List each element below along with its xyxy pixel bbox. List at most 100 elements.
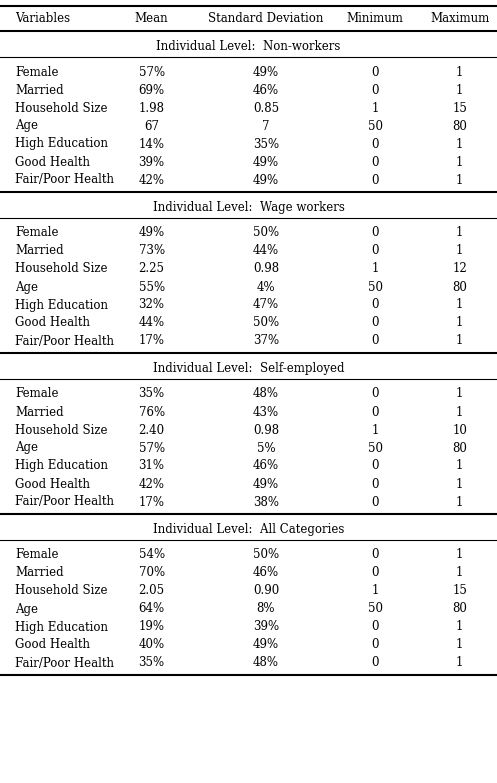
Text: 49%: 49% xyxy=(253,638,279,651)
Text: Standard Deviation: Standard Deviation xyxy=(208,13,324,26)
Text: 1: 1 xyxy=(456,84,463,96)
Text: 0: 0 xyxy=(371,66,379,78)
Text: Mean: Mean xyxy=(135,13,168,26)
Text: 0.90: 0.90 xyxy=(253,584,279,597)
Text: 14%: 14% xyxy=(139,138,165,150)
Text: High Education: High Education xyxy=(15,138,108,150)
Text: 15: 15 xyxy=(452,584,467,597)
Text: 0: 0 xyxy=(371,406,379,418)
Text: 0.85: 0.85 xyxy=(253,102,279,114)
Text: 46%: 46% xyxy=(253,460,279,472)
Text: Age: Age xyxy=(15,602,38,615)
Text: 80: 80 xyxy=(452,442,467,454)
Text: Married: Married xyxy=(15,566,64,579)
Text: Maximum: Maximum xyxy=(430,13,490,26)
Text: Individual Level:  Self-employed: Individual Level: Self-employed xyxy=(153,362,344,374)
Text: 48%: 48% xyxy=(253,388,279,400)
Text: 1: 1 xyxy=(456,138,463,150)
Text: 0: 0 xyxy=(371,478,379,490)
Text: 43%: 43% xyxy=(253,406,279,418)
Text: 0: 0 xyxy=(371,549,379,561)
Text: 0: 0 xyxy=(371,138,379,150)
Text: 1: 1 xyxy=(456,496,463,508)
Text: 50: 50 xyxy=(368,280,383,294)
Text: 31%: 31% xyxy=(139,460,165,472)
Text: High Education: High Education xyxy=(15,460,108,472)
Text: 17%: 17% xyxy=(139,496,165,508)
Text: 1: 1 xyxy=(456,388,463,400)
Text: Married: Married xyxy=(15,244,64,258)
Text: Household Size: Household Size xyxy=(15,102,107,114)
Text: Fair/Poor Health: Fair/Poor Health xyxy=(15,496,114,508)
Text: 50%: 50% xyxy=(253,316,279,330)
Text: 1: 1 xyxy=(456,334,463,348)
Text: 57%: 57% xyxy=(139,66,165,78)
Text: 44%: 44% xyxy=(253,244,279,258)
Text: 1: 1 xyxy=(456,620,463,633)
Text: 40%: 40% xyxy=(139,638,165,651)
Text: 0: 0 xyxy=(371,244,379,258)
Text: Individual Level:  Non-workers: Individual Level: Non-workers xyxy=(157,39,340,52)
Text: Household Size: Household Size xyxy=(15,424,107,436)
Text: Good Health: Good Health xyxy=(15,478,90,490)
Text: 1: 1 xyxy=(456,638,463,651)
Text: Good Health: Good Health xyxy=(15,638,90,651)
Text: 50: 50 xyxy=(368,602,383,615)
Text: Age: Age xyxy=(15,442,38,454)
Text: 80: 80 xyxy=(452,602,467,615)
Text: Fair/Poor Health: Fair/Poor Health xyxy=(15,334,114,348)
Text: 0: 0 xyxy=(371,334,379,348)
Text: 50%: 50% xyxy=(253,226,279,240)
Text: Fair/Poor Health: Fair/Poor Health xyxy=(15,174,114,186)
Text: 49%: 49% xyxy=(253,174,279,186)
Text: 67: 67 xyxy=(144,120,159,132)
Text: Household Size: Household Size xyxy=(15,584,107,597)
Text: 1: 1 xyxy=(456,316,463,330)
Text: 1: 1 xyxy=(456,226,463,240)
Text: 0: 0 xyxy=(371,566,379,579)
Text: 35%: 35% xyxy=(139,388,165,400)
Text: 1: 1 xyxy=(456,656,463,669)
Text: Minimum: Minimum xyxy=(347,13,404,26)
Text: 69%: 69% xyxy=(139,84,165,96)
Text: Age: Age xyxy=(15,120,38,132)
Text: High Education: High Education xyxy=(15,298,108,312)
Text: 0: 0 xyxy=(371,316,379,330)
Text: 38%: 38% xyxy=(253,496,279,508)
Text: 0: 0 xyxy=(371,638,379,651)
Text: 49%: 49% xyxy=(253,156,279,168)
Text: 1: 1 xyxy=(372,262,379,276)
Text: 0: 0 xyxy=(371,656,379,669)
Text: Female: Female xyxy=(15,388,59,400)
Text: Female: Female xyxy=(15,226,59,240)
Text: 1: 1 xyxy=(456,156,463,168)
Text: 39%: 39% xyxy=(253,620,279,633)
Text: 64%: 64% xyxy=(139,602,165,615)
Text: 0: 0 xyxy=(371,156,379,168)
Text: 1: 1 xyxy=(456,298,463,312)
Text: 0: 0 xyxy=(371,226,379,240)
Text: 76%: 76% xyxy=(139,406,165,418)
Text: 54%: 54% xyxy=(139,549,165,561)
Text: 0.98: 0.98 xyxy=(253,424,279,436)
Text: 1: 1 xyxy=(456,244,463,258)
Text: 1: 1 xyxy=(456,174,463,186)
Text: Married: Married xyxy=(15,406,64,418)
Text: High Education: High Education xyxy=(15,620,108,633)
Text: 0.98: 0.98 xyxy=(253,262,279,276)
Text: 15: 15 xyxy=(452,102,467,114)
Text: 2.25: 2.25 xyxy=(139,262,165,276)
Text: 50%: 50% xyxy=(253,549,279,561)
Text: 39%: 39% xyxy=(139,156,165,168)
Text: Good Health: Good Health xyxy=(15,316,90,330)
Text: 5%: 5% xyxy=(256,442,275,454)
Text: 0: 0 xyxy=(371,388,379,400)
Text: 1.98: 1.98 xyxy=(139,102,165,114)
Text: 35%: 35% xyxy=(253,138,279,150)
Text: 1: 1 xyxy=(456,478,463,490)
Text: 1: 1 xyxy=(456,566,463,579)
Text: 55%: 55% xyxy=(139,280,165,294)
Text: 49%: 49% xyxy=(139,226,165,240)
Text: Household Size: Household Size xyxy=(15,262,107,276)
Text: Variables: Variables xyxy=(15,13,70,26)
